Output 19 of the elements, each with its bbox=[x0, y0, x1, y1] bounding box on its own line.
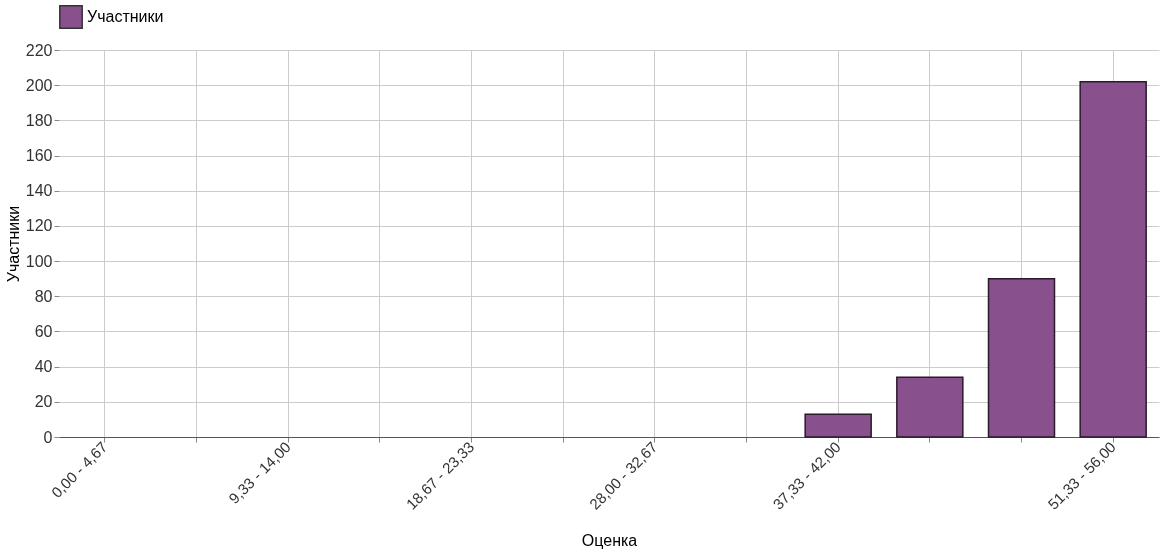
y-tick-label: 20 bbox=[34, 393, 53, 411]
y-tick-label: 160 bbox=[25, 147, 53, 165]
bar bbox=[987, 277, 1056, 438]
y-tick-label: 200 bbox=[25, 76, 53, 94]
y-tick-label: 120 bbox=[25, 217, 53, 235]
bar bbox=[1079, 80, 1147, 438]
y-axis-title: Участники bbox=[4, 205, 22, 283]
y-tick-label: 180 bbox=[25, 111, 53, 129]
y-tick-label: 60 bbox=[34, 322, 53, 340]
y-tick-label: 140 bbox=[25, 182, 53, 200]
y-tick-label: 0 bbox=[43, 428, 53, 446]
bar bbox=[804, 413, 872, 438]
y-tick-label: 40 bbox=[34, 358, 53, 376]
y-tick-label: 220 bbox=[25, 41, 53, 59]
x-axis-title: Оценка bbox=[581, 531, 638, 549]
y-tick-label: 100 bbox=[25, 252, 53, 270]
y-tick-label: 80 bbox=[34, 287, 53, 305]
legend-label: Участники bbox=[87, 8, 164, 25]
bar bbox=[896, 376, 964, 438]
